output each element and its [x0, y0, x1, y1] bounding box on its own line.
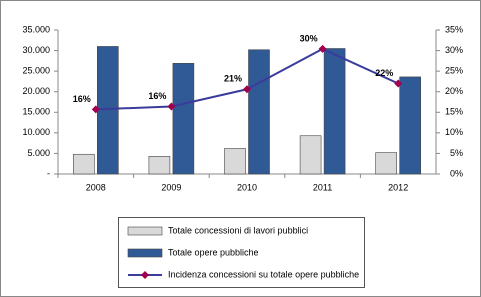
y2-tick-label: 5% [450, 148, 463, 158]
marker [243, 85, 251, 94]
y2-tick-label: 25% [445, 66, 463, 76]
bar [148, 156, 171, 175]
marker [91, 105, 100, 114]
y-tick-label: 20.000 [22, 86, 50, 96]
y2-tick-label: 30% [445, 45, 463, 55]
y-tick-label: 25.000 [22, 66, 50, 76]
y2-tick-label: 15% [445, 107, 463, 117]
y2-tick-label: 10% [445, 127, 463, 137]
y-tick-label: - [47, 168, 50, 178]
bar [248, 49, 270, 175]
y-tick-label: 5.000 [27, 148, 50, 158]
y-tick-label: 10.000 [22, 127, 50, 137]
y-tick-label: 15.000 [22, 107, 50, 117]
marker [394, 79, 403, 88]
value-label: 16% [73, 94, 91, 104]
bar [224, 148, 246, 175]
x-tick-label: 2011 [313, 182, 332, 192]
y-tick-label: 30.000 [22, 45, 50, 55]
bar [399, 76, 422, 175]
legend-label: Totale concessioni di lavori pubblici [168, 225, 308, 235]
bar [375, 152, 398, 175]
marker [318, 44, 327, 53]
legend-marker [141, 271, 149, 279]
bar [172, 63, 195, 175]
y2-tick-label: 0% [450, 168, 463, 178]
bar [323, 48, 346, 175]
bar [73, 153, 95, 175]
value-label: 30% [300, 33, 318, 43]
y2-tick-label: 20% [445, 86, 463, 96]
marker [167, 102, 176, 111]
x-tick-label: 2008 [86, 182, 106, 192]
legend-label: Incidenza concessioni su totale opere pu… [168, 269, 359, 279]
legend-label: Totale opere pubbliche [168, 247, 259, 257]
bar [299, 135, 322, 175]
x-tick-label: 2010 [237, 182, 257, 192]
legend-swatch [127, 248, 163, 258]
y-tick-label: 35.000 [22, 24, 50, 34]
value-label: 16% [148, 91, 166, 101]
y2-tick-label: 35% [445, 24, 463, 34]
x-tick-label: 2012 [388, 182, 408, 192]
x-tick-label: 2009 [161, 182, 181, 192]
value-label: 21% [224, 74, 242, 84]
legend-swatch [127, 226, 163, 236]
value-label: 22% [375, 68, 393, 78]
